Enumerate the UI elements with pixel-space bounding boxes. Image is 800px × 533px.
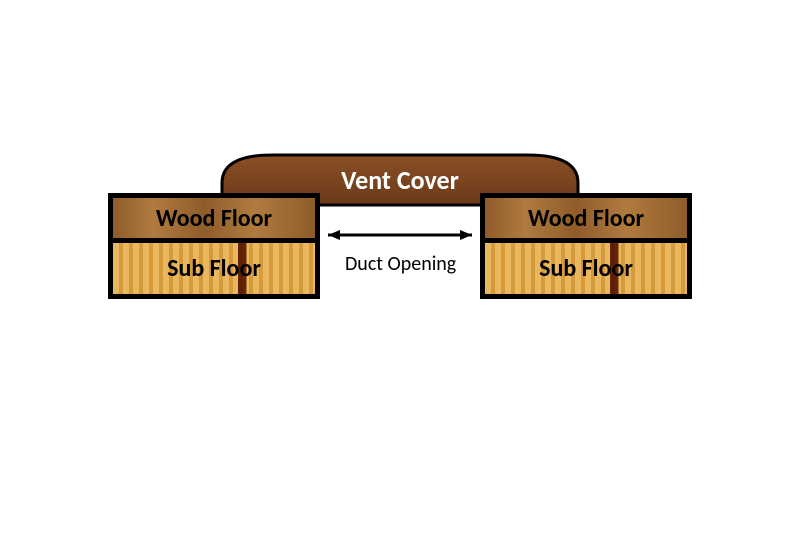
duct-opening-arrow	[316, 225, 484, 245]
left-floor-stack: Wood Floor Sub Floor	[108, 193, 320, 299]
wood-floor-left-label: Wood Floor	[156, 204, 272, 233]
wood-floor-right: Wood Floor	[480, 193, 692, 243]
right-floor-stack: Wood Floor Sub Floor	[480, 193, 692, 299]
sub-floor-left: Sub Floor	[108, 243, 320, 299]
sub-floor-right-label: Sub Floor	[539, 254, 633, 283]
wood-floor-right-label: Wood Floor	[528, 204, 644, 233]
sub-floor-right: Sub Floor	[480, 243, 692, 299]
sub-floor-left-label: Sub Floor	[167, 254, 261, 283]
wood-floor-left: Wood Floor	[108, 193, 320, 243]
diagram-stage: Vent Cover Wood Floor Sub Floor Wood Flo…	[0, 0, 800, 533]
duct-opening-label: Duct Opening	[345, 252, 456, 276]
